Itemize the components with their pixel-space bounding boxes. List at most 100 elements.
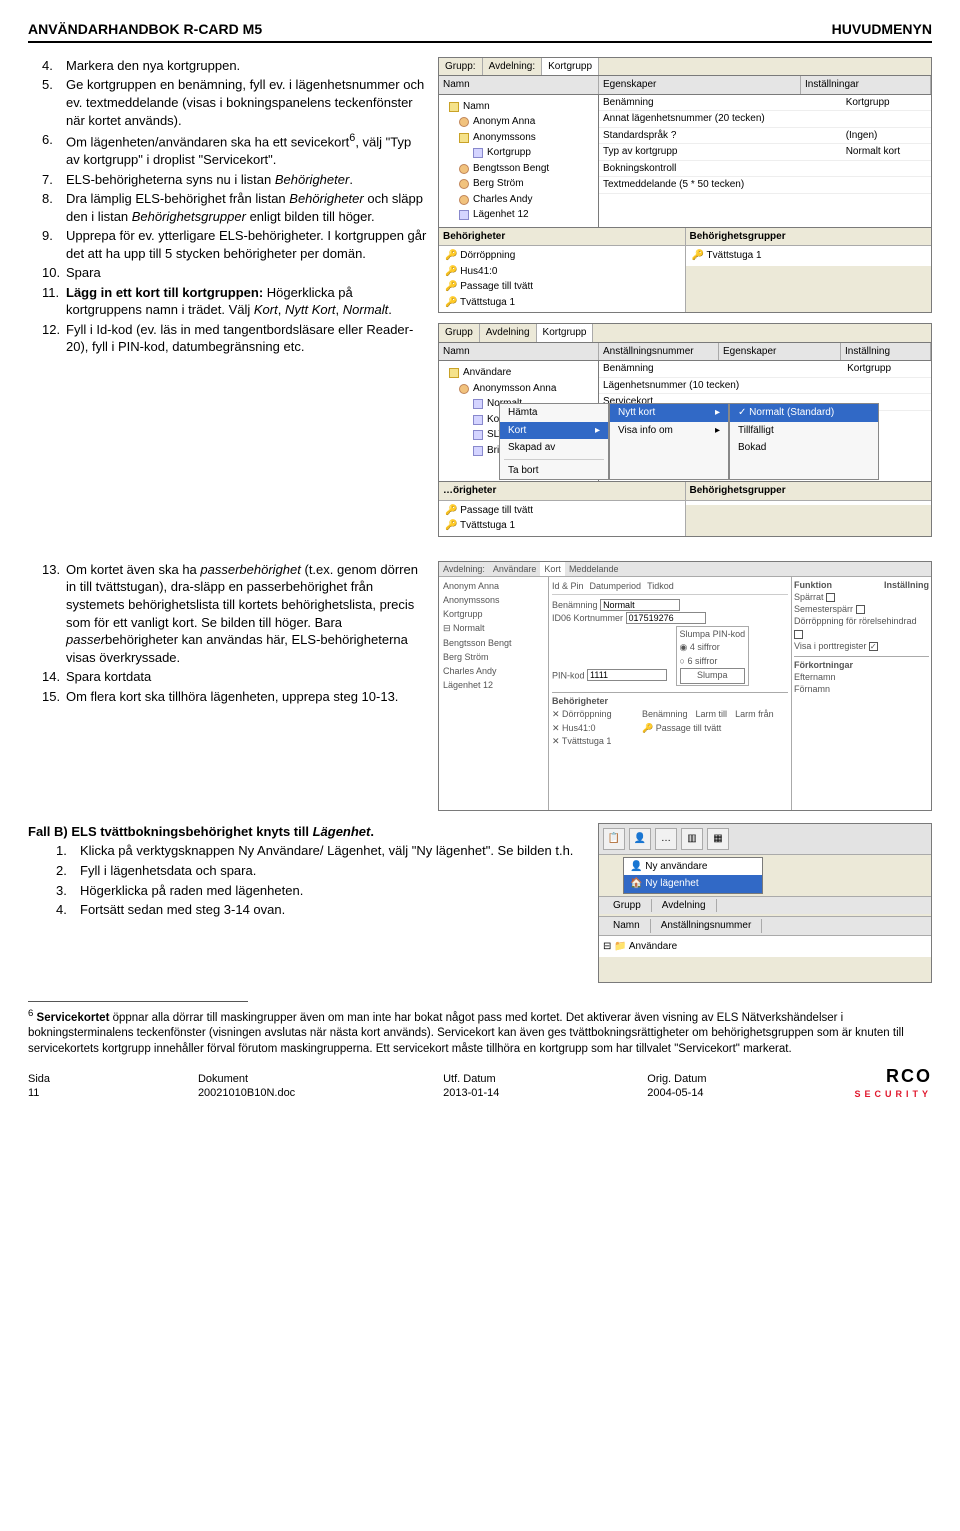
list-item[interactable]: 🔑 Passage till tvätt (443, 503, 681, 519)
ctx-item[interactable]: Kort▸ (500, 422, 608, 440)
ui1-sub-right-list[interactable]: 🔑 Tvättstuga 1 (686, 246, 932, 266)
toolbar-button-4[interactable]: ▥ (681, 828, 703, 850)
s3-func-row[interactable]: Visa i porttregister (794, 640, 929, 652)
s3-tree-node[interactable]: Lägenhet 12 (441, 678, 546, 692)
s3-tab4[interactable]: Meddelande (565, 562, 623, 576)
ctx-item[interactable]: Hämta (500, 404, 608, 422)
menu-ny-anvandare[interactable]: 👤 Ny användare (624, 858, 762, 876)
kv-val[interactable]: Kortgrupp (843, 361, 931, 377)
list-item[interactable]: 🔑 Tvättstuga 1 (443, 295, 681, 311)
s3-input-benamning[interactable] (600, 599, 680, 611)
kv-val[interactable]: (Ingen) (842, 127, 931, 144)
tab-grupp[interactable]: Grupp: (439, 58, 483, 76)
context-menu-stack[interactable]: HämtaKort▸Skapad av Ta bort Nytt kort▸Vis… (499, 403, 879, 480)
ui2-tab-kortgrupp[interactable]: Kortgrupp (537, 324, 594, 342)
s3-fort-rows[interactable]: EfternamnFörnamn (794, 671, 929, 695)
steps-list-a: 4.Markera den nya kortgruppen.5.Ge kortg… (28, 57, 428, 356)
menu-ny-lagenhet[interactable]: 🏠 Ny lägenhet (624, 875, 762, 893)
tree-node[interactable]: Namn (441, 99, 596, 115)
kv-val[interactable] (842, 177, 931, 194)
tree-node[interactable]: Anonymsson Anna (441, 381, 596, 397)
tree-node[interactable]: Lägenhet 12 (441, 207, 596, 223)
toolbar-button-new[interactable]: 👤 (629, 828, 651, 850)
kv-val[interactable]: Normalt kort (842, 144, 931, 161)
footnote-text: öppnar alla dörrar till maskingrupper äv… (28, 1012, 904, 1055)
s3-right-panel: Funktion Inställning Spärrat Semesterspä… (791, 577, 931, 811)
ctx-item[interactable]: Nytt kort▸ (610, 404, 728, 422)
ctx-item[interactable]: Ta bort (500, 462, 608, 480)
s3-tab-idpin[interactable]: Id & Pin (552, 580, 584, 594)
kv-val[interactable] (842, 111, 931, 128)
s3-right-rows[interactable]: Spärrat Semesterspärr Dörröppning för rö… (794, 591, 929, 652)
ctx-item[interactable]: Tillfälligt (730, 422, 878, 440)
s3-tree-node[interactable]: Charles Andy (441, 664, 546, 678)
s3-tab3[interactable]: Kort (540, 562, 565, 576)
ui1-tree[interactable]: NamnAnonym AnnaAnonymssonsKortgruppBengt… (439, 95, 599, 227)
s3-tree-node[interactable]: Berg Ström (441, 650, 546, 664)
s3-func-row[interactable]: Semesterspärr (794, 603, 929, 615)
tree-node[interactable]: Kortgrupp (441, 145, 596, 161)
toolbar-button-3[interactable]: … (655, 828, 677, 850)
s3-slump-6[interactable]: ○ 6 siffror (680, 655, 746, 669)
toolbar-button-5[interactable]: ▦ (707, 828, 729, 850)
ctx-menu-3[interactable]: ✓ Normalt (Standard)TillfälligtBokad (729, 403, 879, 480)
s3-tree-node[interactable]: Anonym Anna (441, 579, 546, 593)
ui2-bl-title: …örigheter (439, 482, 685, 501)
kv-val[interactable] (843, 377, 931, 394)
s3-beh-rows[interactable]: ✕ Dörröppning✕ Hus41:0✕ Tvättstuga 1 (552, 708, 642, 749)
tree-node[interactable]: Bengtsson Bengt (441, 161, 596, 177)
s3-tab-datum[interactable]: Datumperiod (590, 580, 642, 594)
kv-val[interactable]: Kortgrupp (842, 95, 931, 111)
s3-beh-row[interactable]: ✕ Tvättstuga 1 (552, 735, 642, 749)
ui2-col1: Namn (439, 343, 599, 361)
ui2-br-list[interactable] (686, 501, 932, 505)
s3-tree-node[interactable]: Anonymssons (441, 593, 546, 607)
tree-node[interactable]: Anonym Anna (441, 114, 596, 130)
tree-node[interactable]: Berg Ström (441, 176, 596, 192)
s3-tree-node[interactable]: Bengtsson Bengt (441, 636, 546, 650)
ui2-tab-grupp[interactable]: Grupp (439, 324, 480, 342)
s3-input-pin[interactable] (587, 669, 667, 681)
s3-tree-node[interactable]: Kortgrupp (441, 607, 546, 621)
ctx-menu-2[interactable]: Nytt kort▸Visa info om▸ (609, 403, 729, 480)
ctx-item[interactable]: ✓ Normalt (Standard) (730, 404, 878, 422)
ctx-item[interactable]: Bokad (730, 439, 878, 457)
s3-tree-node[interactable]: ⊟ Normalt (441, 621, 546, 635)
s3-beh-row[interactable]: ✕ Hus41:0 (552, 722, 642, 736)
ctx-item[interactable]: Visa info om▸ (610, 422, 728, 440)
person-icon (459, 179, 469, 189)
s3-tree[interactable]: Anonym AnnaAnonymssonsKortgrupp⊟ Normalt… (439, 577, 549, 811)
list-item[interactable]: 🔑 Tvättstuga 1 (443, 518, 681, 534)
s3-tab2[interactable]: Användare (489, 562, 541, 576)
tree-node[interactable]: Charles Andy (441, 192, 596, 208)
tree-node[interactable]: Anonymssons (441, 130, 596, 146)
toolbar-button-1[interactable]: 📋 (603, 828, 625, 850)
list-item[interactable]: 🔑 Dörröppning (443, 248, 681, 264)
s3-beh-row[interactable]: ✕ Dörröppning (552, 708, 642, 722)
ui2-bl-list[interactable]: 🔑 Passage till tvätt🔑 Tvättstuga 1 (439, 501, 685, 536)
tab-avdelning[interactable]: Avdelning: (483, 58, 543, 76)
s3-fort-row[interactable]: Förnamn (794, 683, 929, 695)
ui2-tab-avdelning[interactable]: Avdelning (480, 324, 537, 342)
s3-beh-aside[interactable]: Passage till tvätt (656, 723, 722, 733)
ctx-item[interactable]: Skapad av (500, 439, 608, 457)
list-item[interactable]: 🔑 Tvättstuga 1 (690, 248, 928, 264)
s3-input-id06[interactable] (626, 612, 706, 624)
list-item[interactable]: 🔑 Passage till tvätt (443, 279, 681, 295)
list-item[interactable]: 🔑 Hus41:0 (443, 264, 681, 280)
new-menu[interactable]: 👤 Ny användare 🏠 Ny lägenhet (623, 857, 763, 894)
s3-fort-row[interactable]: Efternamn (794, 671, 929, 683)
tab-kortgrupp[interactable]: Kortgrupp (542, 58, 599, 76)
s3-tab1[interactable]: Avdelning: (439, 562, 489, 576)
s3-tab-tidkod[interactable]: Tidkod (647, 580, 674, 594)
s3-slump-btn[interactable]: Slumpa (680, 668, 746, 684)
ui4-tree[interactable]: ⊟ 📁 Användare (599, 935, 931, 958)
ui1-sub-left-list[interactable]: 🔑 Dörröppning🔑 Hus41:0🔑 Passage till tvä… (439, 246, 685, 312)
s3-func-row[interactable]: Dörröppning för rörelsehindrad (794, 615, 929, 639)
tree-node[interactable]: Användare (441, 365, 596, 381)
ctx-menu-1[interactable]: HämtaKort▸Skapad av Ta bort (499, 403, 609, 480)
s3-func-row[interactable]: Spärrat (794, 591, 929, 603)
toolbar: 📋 👤 … ▥ ▦ (599, 824, 931, 855)
s3-slump-4[interactable]: ◉ 4 siffror (680, 641, 746, 655)
kv-val[interactable] (842, 160, 931, 177)
